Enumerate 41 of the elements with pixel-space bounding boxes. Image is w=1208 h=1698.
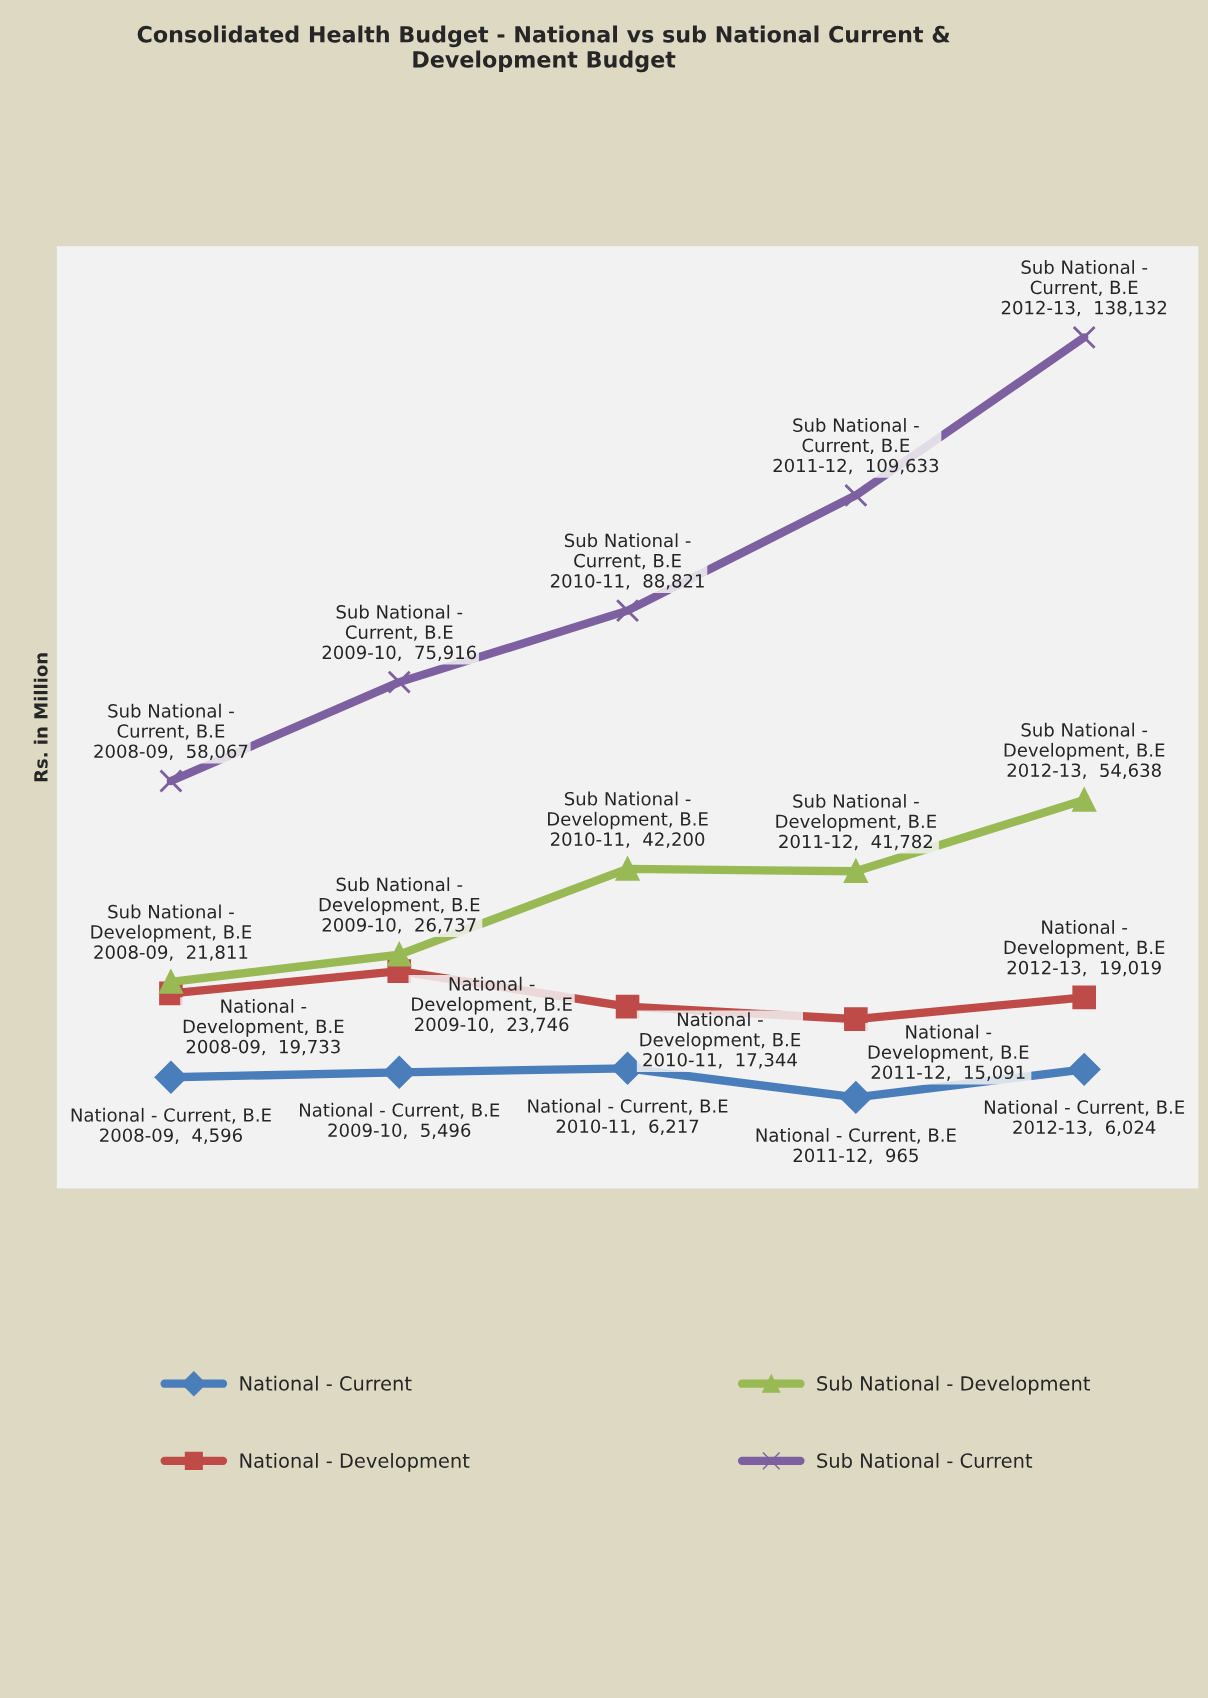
point: [387, 942, 412, 967]
data-label: National - Development, B.E 2011-12, 15,091: [868, 1024, 1029, 1081]
legend-label: Sub National - Current: [817, 1452, 1033, 1468]
point: [615, 857, 640, 881]
point: [1068, 1053, 1101, 1086]
data-label: Sub National - Development, B.E 2012-13, 54,638: [1004, 722, 1165, 779]
data-label: Sub National - Development, B.E 2009-10, 26,737: [319, 877, 480, 934]
point: [387, 670, 412, 694]
legend-label: Sub National - Development: [817, 1375, 1090, 1395]
data-label: Sub National - Development, B.E 2008-09, 21,811: [91, 904, 252, 961]
legend-label: National - Development: [240, 1452, 470, 1472]
point: [159, 970, 183, 994]
point: [844, 1007, 868, 1031]
data-label: National - Current, B.E 2009-10, 5,496: [299, 1102, 500, 1139]
point: [159, 769, 183, 793]
data-label: National - Development, B.E 2010-11, 17,344: [640, 1012, 801, 1069]
data-label: Sub National - Development, B.E 2011-12, 41,782: [776, 793, 936, 851]
point: [1072, 325, 1096, 350]
data-label: National - Development, B.E 2012-13, 19,019: [1004, 920, 1165, 977]
data-label: Sub National - Current, B.E 2009-10, 75,916: [322, 604, 477, 662]
data-label: National - Development, B.E 2009-10, 23,746: [412, 976, 572, 1033]
data-label: Sub National - Current, B.E 2012-13, 138,132: [1001, 260, 1167, 317]
data-label: Sub National - Current, B.E 2011-12, 109,633: [773, 417, 939, 475]
legend-label: National - Current: [240, 1375, 412, 1391]
point: [1072, 985, 1096, 1010]
point: [839, 1081, 872, 1114]
data-label: Sub National - Development, B.E 2010-11, 42,200: [548, 791, 708, 848]
point: [844, 859, 868, 884]
data-label: National - Current, B.E 2012-13, 6,024: [984, 1099, 1185, 1136]
data-label: National - Current, B.E 2010-11, 6,217: [528, 1098, 728, 1135]
data-label: Sub National - Current, B.E 2008-09, 58,067: [94, 703, 248, 760]
y-axis-title: Rs. in Million: [33, 653, 48, 782]
point: [615, 994, 640, 1019]
data-label: National - Development, B.E 2008-09, 19,733: [183, 998, 344, 1056]
data-label: National - Current, B.E 2008-09, 4,596: [71, 1107, 271, 1144]
data-label: National - Current, B.E 2011-12, 965: [756, 1127, 956, 1164]
chart-title: Consolidated Health Budget - National vs sub National Current & Development Budget: [137, 25, 950, 73]
point: [1072, 788, 1096, 812]
data-label: Sub National - Current, B.E 2010-11, 88,821: [550, 533, 704, 590]
point: [844, 483, 868, 508]
point: [615, 598, 640, 623]
